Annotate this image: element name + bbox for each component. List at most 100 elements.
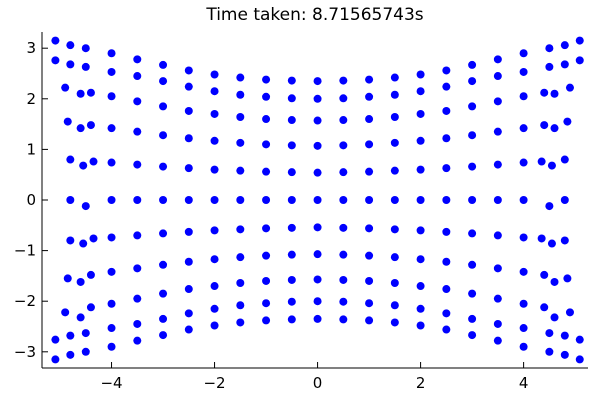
data-point [390, 196, 399, 204]
data-point [313, 275, 322, 284]
data-point [442, 66, 451, 75]
x-tick-label: 2 [416, 374, 426, 392]
data-point [236, 73, 245, 82]
data-point [365, 224, 374, 233]
data-point [159, 60, 168, 69]
data-point [339, 76, 348, 85]
data-point [493, 160, 502, 169]
data-point [339, 275, 348, 284]
data-point [390, 253, 399, 262]
data-point [390, 73, 399, 82]
data-point [66, 41, 75, 50]
data-point [545, 329, 554, 338]
data-point [339, 141, 348, 150]
data-point [86, 303, 95, 312]
data-point [79, 161, 88, 170]
data-points [51, 36, 584, 364]
data-point [107, 267, 116, 276]
data-point [339, 223, 348, 232]
data-point [545, 202, 554, 211]
data-point [159, 196, 168, 204]
data-point [493, 319, 502, 328]
data-point [560, 60, 569, 69]
data-point [416, 109, 425, 118]
data-point [81, 347, 90, 356]
data-point [493, 196, 502, 204]
data-point [61, 83, 70, 92]
data-point [365, 276, 374, 285]
data-point [575, 56, 584, 65]
data-point [236, 318, 245, 327]
data-point [159, 331, 168, 340]
data-point [210, 196, 219, 204]
data-point [210, 70, 219, 79]
data-point [365, 92, 374, 101]
data-point [287, 196, 296, 204]
data-point [416, 304, 425, 313]
data-point [287, 76, 296, 85]
data-point [313, 94, 322, 103]
data-point [236, 90, 245, 99]
data-point [51, 56, 60, 65]
data-point [519, 67, 528, 76]
y-tick-label: 2 [26, 90, 36, 108]
data-point [184, 285, 193, 294]
data-point [547, 161, 556, 170]
data-point [63, 274, 72, 283]
data-point [81, 202, 90, 211]
data-point [339, 315, 348, 324]
data-point [416, 136, 425, 145]
data-point [66, 155, 75, 164]
data-point [493, 55, 502, 64]
data-point [390, 138, 399, 147]
data-point [390, 225, 399, 234]
data-point [313, 297, 322, 306]
data-point [159, 289, 168, 298]
data-point [66, 236, 75, 245]
data-point [416, 282, 425, 291]
data-point [63, 117, 72, 126]
data-point [365, 140, 374, 149]
data-point [390, 90, 399, 99]
data-point [365, 167, 374, 176]
data-point [416, 226, 425, 235]
data-point [550, 124, 559, 133]
data-point [313, 314, 322, 323]
data-point [519, 299, 528, 308]
y-ticks: −3 −2 −1 0 1 2 3 [14, 39, 48, 361]
data-point [210, 136, 219, 145]
data-point [390, 318, 399, 327]
data-point [107, 196, 116, 204]
data-point [313, 223, 322, 232]
data-point [442, 106, 451, 115]
data-point [262, 276, 271, 285]
data-point [390, 166, 399, 175]
data-point [493, 231, 502, 240]
data-point [493, 72, 502, 81]
data-point [107, 49, 116, 58]
data-point [133, 319, 142, 328]
data-point [287, 168, 296, 177]
data-point [468, 229, 477, 238]
data-point [159, 314, 168, 323]
data-point [468, 162, 477, 171]
x-ticks: −4 −2 0 2 4 [100, 362, 528, 392]
data-point [184, 134, 193, 143]
data-point [519, 233, 528, 242]
data-point [66, 60, 75, 69]
data-point [493, 97, 502, 106]
data-point [184, 66, 193, 75]
data-point [133, 72, 142, 81]
data-point [133, 294, 142, 303]
y-tick-label: 1 [26, 140, 36, 158]
y-tick-label: −1 [14, 242, 36, 260]
data-point [365, 299, 374, 308]
data-point [107, 158, 116, 167]
data-point [133, 97, 142, 106]
data-point [442, 196, 451, 204]
data-point [107, 299, 116, 308]
data-point [365, 251, 374, 260]
data-point [86, 121, 95, 130]
data-point [416, 196, 425, 204]
